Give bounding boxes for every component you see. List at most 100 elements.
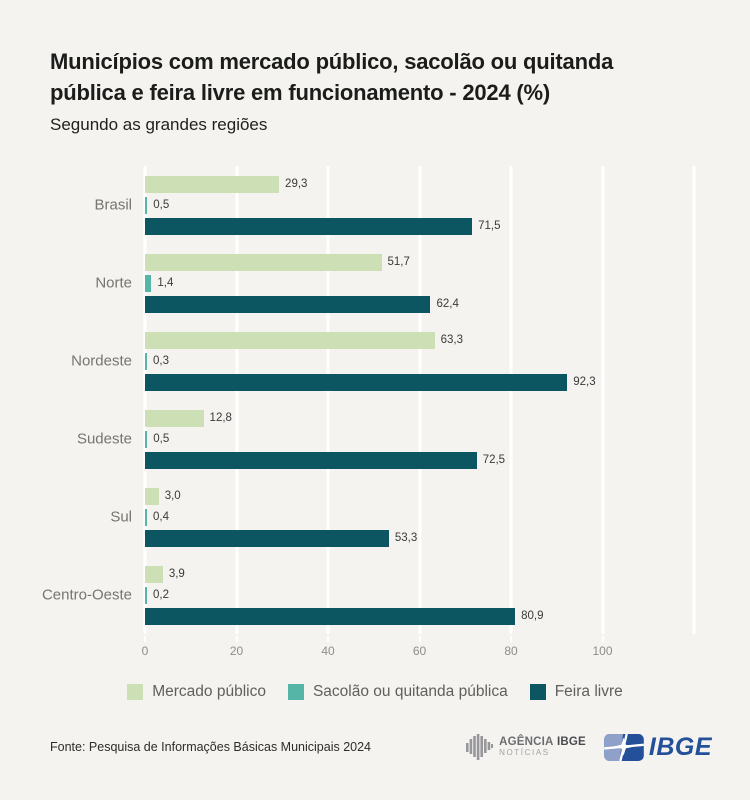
value-label: 92,3 [573, 375, 596, 388]
value-label: 53,3 [394, 531, 418, 544]
source-text: Fonte: Pesquisa de Informações Básicas M… [50, 740, 372, 754]
value-label: 0,4 [153, 510, 169, 523]
bar-row: 0,5 [145, 197, 694, 214]
category-label: Nordeste [71, 352, 132, 370]
gridline [418, 166, 421, 634]
x-tick-mark [418, 636, 421, 642]
bar-row: 51,7 [145, 254, 694, 271]
gridline [692, 166, 696, 634]
x-tick-mark [235, 636, 238, 642]
bar-row: 0,5 [145, 431, 694, 448]
bar-group: Sudeste 12,8 0,5 72,5 [77, 400, 694, 478]
ibge-logo-text: IBGE [648, 732, 712, 761]
legend-label: Mercado público [152, 683, 266, 700]
ibge-logo[interactable]: IBGE [603, 732, 712, 761]
bar [145, 353, 147, 370]
bar [145, 374, 568, 391]
bar-row: 92,3 [145, 374, 694, 391]
bar [145, 275, 152, 292]
legend-label: Feira livre [554, 683, 623, 700]
bar [145, 176, 280, 193]
legend-item: Mercado público [127, 683, 266, 701]
bar [145, 218, 473, 235]
legend-swatch [287, 684, 304, 700]
legend-swatch [529, 684, 546, 700]
bar-row: 72,5 [145, 452, 694, 469]
gridline [509, 166, 513, 634]
x-axis: 0 20 40 60 80 100 [142, 636, 694, 662]
legend-item: Feira livre [529, 683, 623, 701]
x-tick-label: 80 [504, 644, 518, 658]
category-label: Norte [95, 274, 132, 292]
bar [145, 254, 382, 271]
bars: 3,0 0,4 53,3 [145, 478, 694, 547]
bars: 51,7 1,4 62,4 [145, 244, 694, 313]
bars: 12,8 0,5 72,5 [145, 400, 694, 469]
bar [145, 587, 147, 604]
agencia-logo-title: AGÊNCIA IBGE [499, 736, 586, 749]
agencia-logo-text: AGÊNCIA IBGE NOTÍCIAS [499, 736, 586, 758]
bar [145, 296, 431, 313]
value-label: 0,3 [153, 354, 169, 367]
bar-row: 80,9 [145, 608, 694, 625]
chart-title-line1: Municípios com mercado público, sacolão … [50, 49, 614, 74]
bar-group: Centro-Oeste 3,9 0,2 80,9 [42, 556, 694, 634]
category-label: Centro-Oeste [41, 586, 132, 604]
gridline [601, 166, 604, 634]
bar [145, 566, 163, 583]
legend: Mercado público Sacolão ou quitanda públi… [0, 683, 750, 701]
bars: 29,3 0,5 71,5 [145, 166, 694, 235]
x-tick-mark [327, 636, 329, 642]
bar-row: 71,5 [145, 218, 694, 235]
bar [145, 410, 204, 427]
bar-row: 0,4 [145, 509, 694, 526]
chart-subtitle: Segundo as grandes regiões [50, 115, 268, 134]
category-label: Brasil [94, 196, 132, 214]
gridlines [143, 166, 696, 634]
bar [145, 197, 148, 214]
value-label: 3,9 [168, 567, 185, 580]
value-label: 1,4 [157, 276, 174, 289]
chart-title: Municípios com mercado público, sacolão … [50, 46, 690, 108]
value-label: 80,9 [521, 609, 544, 622]
x-tick-label: 60 [412, 644, 427, 658]
bar [145, 509, 147, 526]
bar-row: 62,4 [145, 296, 694, 313]
value-label: 12,8 [209, 411, 232, 424]
value-label: 71,5 [478, 219, 501, 232]
footer: Fonte: Pesquisa de Informações Básicas M… [50, 730, 712, 764]
x-tick-label: 20 [229, 644, 244, 658]
value-label: 0,5 [153, 198, 170, 211]
footer-logos: AGÊNCIA IBGE NOTÍCIAS IBGE [466, 732, 712, 761]
value-label: 51,7 [387, 255, 410, 268]
x-tick-label: 40 [321, 644, 335, 658]
bar-row: 12,8 [145, 410, 694, 427]
agencia-ibge-noticias-logo[interactable]: AGÊNCIA IBGE NOTÍCIAS [466, 734, 586, 760]
bar [145, 332, 435, 349]
plot-area: Brasil 29,3 0,5 71,5 Norte 51,7 1,4 62,4 Nordest… [42, 166, 696, 634]
x-tick-mark [601, 636, 604, 642]
bar [145, 488, 159, 505]
bar-group: Norte 51,7 1,4 62,4 [95, 244, 694, 322]
bar-row: 3,9 [145, 566, 694, 583]
bars: 63,3 0,3 92,3 [145, 322, 694, 391]
category-label: Sul [110, 508, 132, 526]
chart-title-line2: pública e feira livre em funcionamento -… [50, 80, 551, 106]
bar [145, 530, 389, 547]
bar-row: 0,2 [145, 587, 694, 604]
x-tick-label: 100 [592, 644, 613, 658]
bar-row: 63,3 [145, 332, 694, 349]
bar-row: 29,3 [145, 176, 694, 193]
agencia-logo-subtitle: NOTÍCIAS [499, 748, 550, 758]
value-label: 72,5 [482, 453, 506, 466]
value-label: 0,2 [153, 588, 169, 601]
legend-swatch [127, 684, 144, 700]
legend-item: Sacolão ou quitanda pública [287, 683, 508, 701]
gridline [326, 166, 330, 634]
bar-group: Brasil 29,3 0,5 71,5 [94, 166, 694, 244]
legend-label: Sacolão ou quitanda pública [312, 683, 508, 700]
bar-groups: Brasil 29,3 0,5 71,5 Norte 51,7 1,4 62,4 Nordest… [42, 166, 694, 634]
gridline [143, 166, 147, 634]
value-label: 29,3 [285, 177, 308, 190]
